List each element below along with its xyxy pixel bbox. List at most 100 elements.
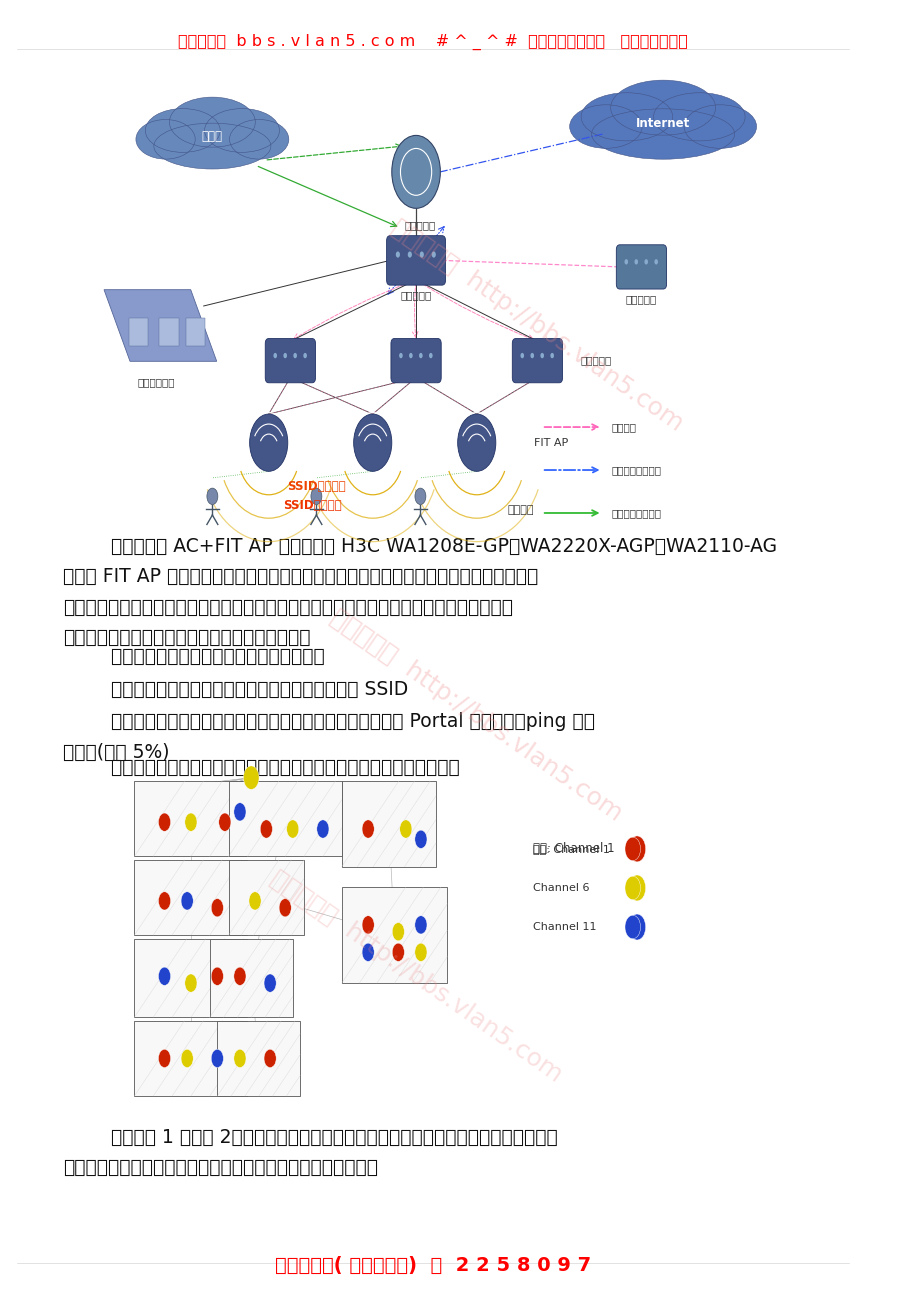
- Circle shape: [628, 914, 645, 940]
- Circle shape: [414, 488, 425, 504]
- Circle shape: [211, 967, 223, 986]
- Text: 攻城狮论坛  b b s . v l a n 5 . c o m    # ^ _ ^ #  版权归原作者所有   本资料仅供试读: 攻城狮论坛 b b s . v l a n 5 . c o m # ^ _ ^ …: [178, 34, 687, 49]
- Circle shape: [158, 967, 170, 986]
- Circle shape: [457, 414, 495, 471]
- Circle shape: [264, 974, 276, 992]
- Text: FIT AP: FIT AP: [533, 437, 568, 448]
- Bar: [229, 859, 303, 935]
- Circle shape: [391, 135, 440, 208]
- Circle shape: [634, 259, 638, 264]
- Circle shape: [391, 943, 404, 961]
- Circle shape: [260, 820, 272, 838]
- Text: 攻城狮论坛( 技术＋生活)  群  2 2 5 8 0 9 7: 攻城狮论坛( 技术＋生活) 群 2 2 5 8 0 9 7: [275, 1255, 591, 1275]
- Circle shape: [653, 259, 657, 264]
- Polygon shape: [104, 290, 217, 361]
- Text: Channel 6: Channel 6: [532, 883, 589, 893]
- Text: 大量用户使用时，无线网络不稳定，网游容易断线、在线视频出现停顿: 大量用户使用时，无线网络不稳定，网游容易断线、在线视频出现停顿: [63, 758, 460, 777]
- FancyBboxPatch shape: [159, 318, 178, 346]
- Ellipse shape: [136, 120, 195, 159]
- Circle shape: [530, 353, 533, 358]
- Circle shape: [211, 1049, 223, 1068]
- Ellipse shape: [581, 92, 672, 141]
- Bar: [341, 887, 447, 983]
- FancyBboxPatch shape: [386, 236, 445, 285]
- Text: 某学院采用 AC+FIT AP 方案，使用 H3C WA1208E-GP、WA2220X-AGP、WA2110-AG
等型号 FIT AP 进行无线校园网建设，: 某学院采用 AC+FIT AP 方案，使用 H3C WA1208E-GP、WA2…: [63, 536, 777, 647]
- FancyBboxPatch shape: [186, 318, 204, 346]
- Text: 学校网管平台: 学校网管平台: [137, 378, 175, 387]
- Circle shape: [409, 353, 413, 358]
- FancyBboxPatch shape: [265, 339, 315, 383]
- FancyBboxPatch shape: [391, 339, 441, 383]
- Circle shape: [233, 967, 245, 986]
- Circle shape: [407, 251, 412, 258]
- Ellipse shape: [153, 124, 270, 169]
- Text: 针对问题 1 和问题 2，主要是信号强度不够或信号干扰严重所造成，针对性进行全网的
信号侧优化，设置信道、调整功率后情况已有所好转，见上图。: 针对问题 1 和问题 2，主要是信号强度不够或信号干扰严重所造成，针对性进行全网…: [63, 1128, 558, 1177]
- Circle shape: [316, 820, 329, 838]
- Bar: [134, 859, 247, 935]
- Text: Internet: Internet: [635, 117, 689, 130]
- Text: SSID：运营商: SSID：运营商: [287, 480, 346, 493]
- Ellipse shape: [169, 98, 255, 147]
- Circle shape: [414, 943, 426, 961]
- Circle shape: [400, 820, 412, 838]
- Circle shape: [391, 923, 404, 941]
- Circle shape: [539, 353, 543, 358]
- Text: 隧道报文: 隧道报文: [610, 422, 635, 432]
- Circle shape: [273, 353, 277, 358]
- Circle shape: [311, 488, 322, 504]
- Text: 汇聚交换机: 汇聚交换机: [400, 290, 431, 301]
- Circle shape: [219, 812, 231, 831]
- Circle shape: [414, 831, 426, 849]
- Ellipse shape: [684, 104, 755, 148]
- Circle shape: [418, 353, 422, 358]
- Circle shape: [249, 892, 261, 910]
- Circle shape: [185, 812, 197, 831]
- Circle shape: [362, 943, 374, 961]
- Circle shape: [362, 820, 374, 838]
- Text: 无线控制器: 无线控制器: [625, 294, 656, 305]
- Circle shape: [207, 488, 218, 504]
- Ellipse shape: [652, 92, 744, 141]
- FancyBboxPatch shape: [616, 245, 666, 289]
- Text: 接入交换机: 接入交换机: [580, 355, 611, 366]
- Bar: [341, 781, 436, 867]
- Text: 攻城狮论坛  http://bbs.vlan5.com: 攻城狮论坛 http://bbs.vlan5.com: [326, 605, 627, 827]
- Circle shape: [158, 1049, 170, 1068]
- Text: 校园网用业务报文: 校园网用业务报文: [610, 508, 661, 518]
- Circle shape: [414, 915, 426, 934]
- Circle shape: [431, 251, 436, 258]
- Text: 某些区域信号强度满足要求，但无线客户端连接后很难打开 Portal 认证页面，ping 包丢
包严重(高于 5%): 某些区域信号强度满足要求，但无线客户端连接后很难打开 Portal 认证页面，p…: [63, 712, 595, 762]
- Bar: [134, 1021, 247, 1096]
- Circle shape: [303, 353, 307, 358]
- Circle shape: [628, 875, 645, 901]
- Circle shape: [283, 353, 287, 358]
- Ellipse shape: [569, 104, 641, 148]
- Circle shape: [399, 353, 403, 358]
- Circle shape: [233, 1049, 245, 1068]
- Circle shape: [293, 353, 297, 358]
- Circle shape: [624, 837, 640, 861]
- Circle shape: [185, 974, 197, 992]
- Circle shape: [362, 915, 374, 934]
- Circle shape: [520, 353, 524, 358]
- Circle shape: [211, 898, 223, 917]
- Text: Channel 11: Channel 11: [532, 922, 596, 932]
- Circle shape: [550, 353, 553, 358]
- Circle shape: [287, 820, 299, 838]
- Circle shape: [158, 812, 170, 831]
- Circle shape: [249, 414, 288, 471]
- Text: 图例: Channel 1: 图例: Channel 1: [532, 842, 614, 855]
- Circle shape: [624, 876, 640, 900]
- Circle shape: [628, 836, 645, 862]
- Circle shape: [158, 892, 170, 910]
- Text: 攻城狮论坛  http://bbs.vlan5.com: 攻城狮论坛 http://bbs.vlan5.com: [387, 215, 687, 436]
- Circle shape: [643, 259, 647, 264]
- Circle shape: [428, 353, 432, 358]
- Text: 在无线网络使用前期主要暴露出以下问题：: 在无线网络使用前期主要暴露出以下问题：: [63, 647, 324, 667]
- Circle shape: [419, 251, 424, 258]
- Text: 图例: Channel 1: 图例: Channel 1: [532, 844, 609, 854]
- Text: 攻城狮论坛  http://bbs.vlan5.com: 攻城狮论坛 http://bbs.vlan5.com: [266, 866, 566, 1087]
- Circle shape: [395, 251, 400, 258]
- Circle shape: [181, 1049, 193, 1068]
- Circle shape: [233, 803, 245, 822]
